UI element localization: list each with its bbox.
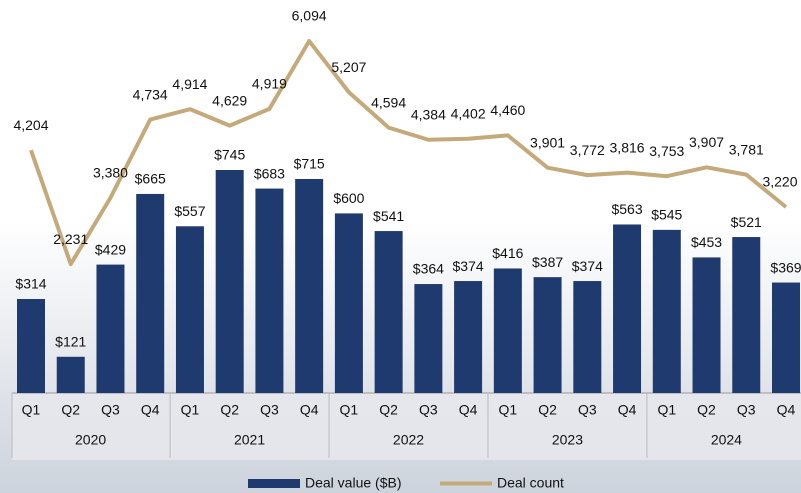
bar-value-label: $369 [770, 259, 801, 275]
bar [772, 283, 800, 393]
x-tick-label: Q3 [419, 402, 438, 418]
line-value-label: 5,207 [331, 59, 366, 75]
bar-value-label: $121 [55, 333, 86, 349]
bar [693, 257, 721, 393]
page: Q1 Q2 Q3 Q4 Q1 Q2 Q3 Q4 Q1 Q2 Q3 Q4 Q1 Q2 Q3 Q4 Q1 Q2 Q3 Q4… [0, 0, 801, 493]
bar-value-label: $374 [453, 258, 484, 274]
line-value-label: 3,772 [570, 142, 605, 158]
bar [216, 170, 244, 393]
bar [57, 357, 85, 393]
bar-value-label: $416 [492, 245, 523, 261]
bar-value-label: $364 [413, 261, 444, 277]
bar [534, 277, 562, 393]
x-tick-label: Q4 [459, 402, 478, 418]
x-tick-label: Q2 [538, 402, 557, 418]
bar-value-label: $683 [254, 165, 285, 181]
bar [255, 189, 283, 393]
line-value-label: 3,753 [649, 143, 684, 159]
x-tick-label: Q1 [498, 402, 517, 418]
bar-value-label: $521 [731, 214, 762, 230]
x-tick-label: Q2 [379, 402, 398, 418]
bar [613, 224, 641, 393]
bar-value-label: $557 [174, 203, 205, 219]
line-value-label: 4,919 [252, 76, 287, 92]
group-label: 2024 [711, 432, 742, 448]
bar [573, 281, 601, 393]
line-value-label: 4,594 [371, 94, 406, 110]
group-label: 2021 [234, 432, 265, 448]
bar [653, 230, 681, 393]
bar-value-label: $314 [15, 276, 46, 292]
bar-value-label: $541 [373, 208, 404, 224]
bar [375, 231, 403, 393]
bar [414, 284, 442, 393]
line-value-label: 3,380 [93, 164, 128, 180]
bar-value-label: $453 [691, 234, 722, 250]
bar [335, 213, 363, 393]
line-value-label: 4,204 [13, 117, 48, 133]
line-value-label: 3,901 [530, 134, 565, 150]
bar [136, 194, 164, 393]
bar [454, 281, 482, 393]
x-tick-label: Q3 [578, 402, 597, 418]
x-tick-label: Q1 [340, 402, 359, 418]
chart: Q1 Q2 Q3 Q4 Q1 Q2 Q3 Q4 Q1 Q2 Q3 Q4 Q1 Q2 Q3 Q4 Q1 Q2 Q3 Q4… [0, 0, 801, 493]
line-value-label: 4,402 [451, 105, 486, 121]
bar-value-label: $745 [214, 147, 245, 163]
x-tick-label: Q2 [220, 402, 239, 418]
line-value-label: 4,914 [172, 76, 207, 92]
x-tick-label: Q2 [61, 402, 80, 418]
bar [96, 265, 124, 393]
group-label: 2022 [393, 432, 424, 448]
x-tick-label: Q4 [618, 402, 637, 418]
x-tick-label: Q2 [697, 402, 716, 418]
group-label: 2020 [75, 432, 106, 448]
bar [295, 179, 323, 393]
line-value-label: 4,460 [490, 102, 525, 118]
bar-value-label: $429 [95, 241, 126, 257]
bar [17, 299, 45, 393]
line-value-label: 4,629 [212, 92, 247, 108]
legend-label: Deal value ($B) [305, 475, 402, 491]
x-tick-label: Q3 [737, 402, 756, 418]
group-label: 2023 [552, 432, 583, 448]
bar [494, 268, 522, 393]
bar [176, 226, 204, 393]
x-tick-label: Q1 [181, 402, 200, 418]
x-tick-label: Q3 [260, 402, 279, 418]
legend-swatch [248, 479, 300, 488]
line-value-label: 6,094 [292, 8, 327, 24]
line-value-label: 3,907 [689, 134, 724, 150]
x-tick-label: Q1 [657, 402, 676, 418]
bar-value-label: $665 [135, 171, 166, 187]
x-tick-label: Q4 [777, 402, 796, 418]
bar-value-label: $387 [532, 254, 563, 270]
x-tick-label: Q1 [22, 402, 41, 418]
line-value-label: 3,816 [610, 139, 645, 155]
bar [732, 237, 760, 393]
line-value-label: 3,781 [729, 141, 764, 157]
bar-value-label: $715 [294, 156, 325, 172]
bar-value-label: $600 [333, 190, 364, 206]
x-tick-label: Q3 [101, 402, 120, 418]
axis-band [12, 393, 801, 460]
line-value-label: 4,734 [133, 86, 168, 102]
bar-value-label: $563 [611, 201, 642, 217]
bar-value-label: $374 [572, 258, 603, 274]
legend-label: Deal count [497, 475, 564, 491]
x-tick-label: Q4 [141, 402, 160, 418]
line-value-label: 2,231 [53, 231, 88, 247]
bar-value-label: $545 [651, 207, 682, 223]
line-value-label: 3,220 [762, 174, 797, 190]
line-value-label: 4,384 [411, 106, 446, 122]
x-tick-label: Q4 [300, 402, 319, 418]
